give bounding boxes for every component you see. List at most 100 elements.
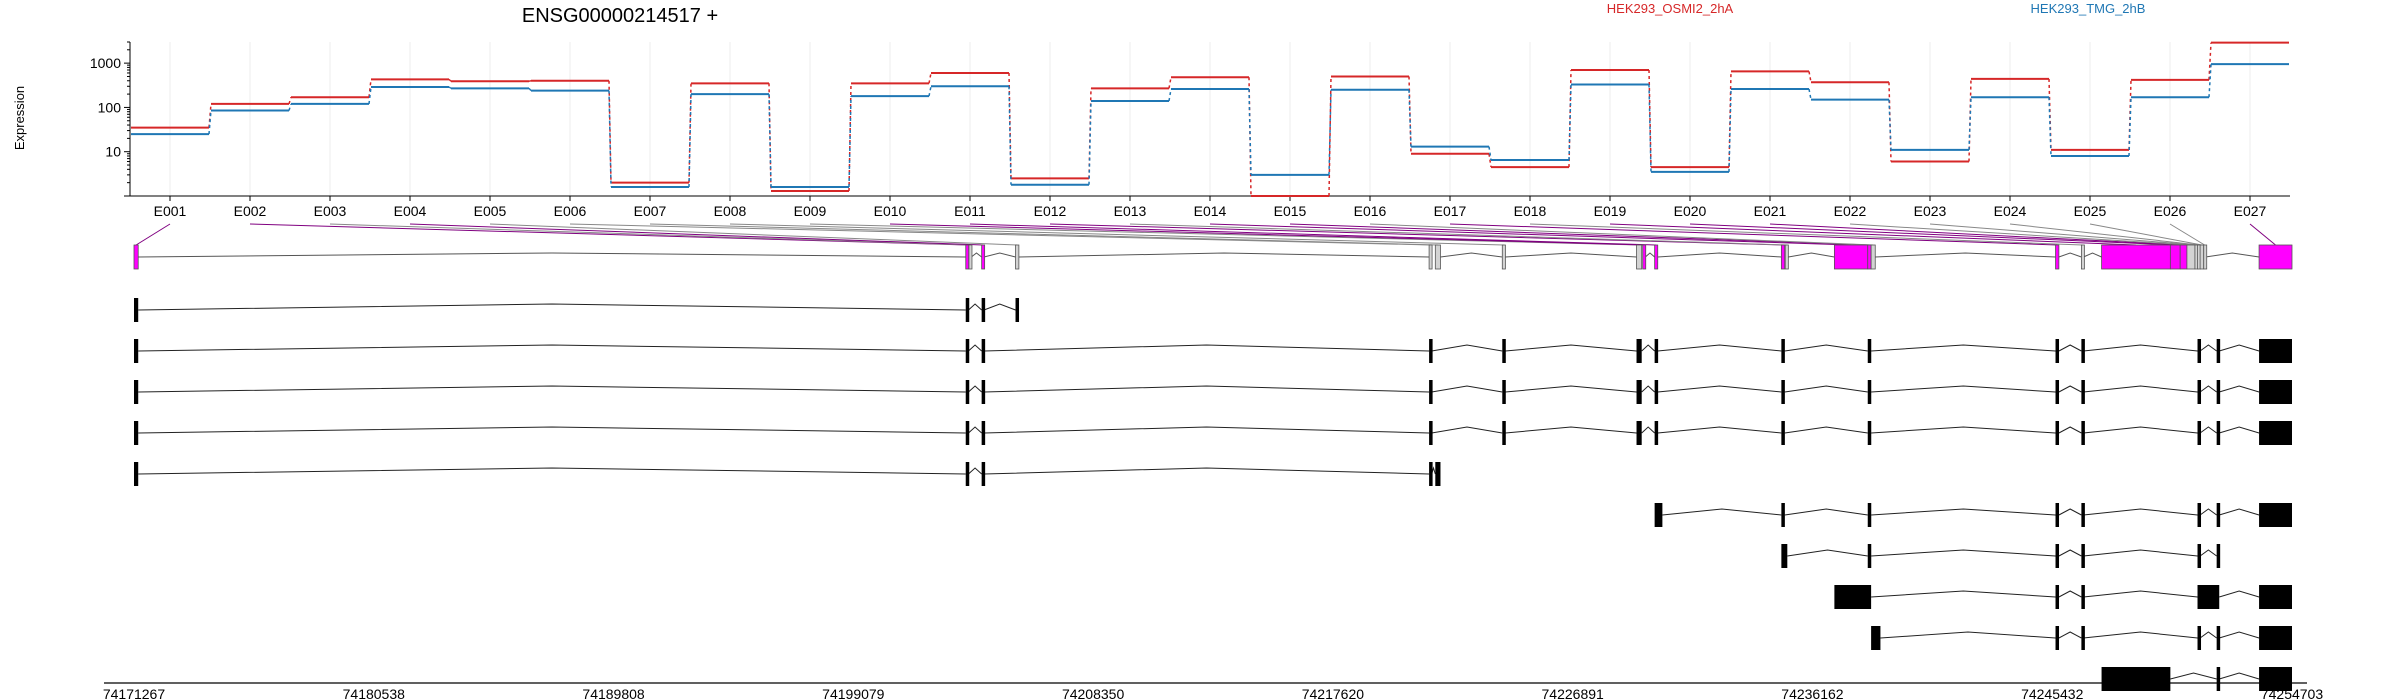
- intron-line: [2058, 252, 2082, 258]
- intron-line: [2058, 508, 2082, 516]
- intron-line: [138, 344, 966, 352]
- connector-e018: [1529, 223, 2083, 246]
- transcript-2: [134, 339, 2292, 363]
- x-tick-label: E013: [1114, 203, 1147, 219]
- x-tick-label: E002: [234, 203, 267, 219]
- intron-line: [2219, 590, 2260, 598]
- exon: [2197, 339, 2202, 363]
- series-connector: [448, 78, 452, 82]
- exon: [1654, 380, 1659, 404]
- coordinate-tick-label: 74208350: [1062, 686, 1125, 700]
- coordinate-tick-label: 74199079: [822, 686, 885, 700]
- intron-line: [2083, 385, 2198, 393]
- connector-e001: [135, 223, 171, 246]
- intron-line: [1657, 385, 1782, 393]
- exon: [1502, 380, 1506, 404]
- series-connector: [528, 87, 532, 92]
- intron-line: [2058, 385, 2082, 393]
- exon: [2055, 585, 2060, 609]
- intron-line: [2219, 426, 2260, 434]
- intron-line: [2170, 672, 2217, 680]
- exon: [1435, 462, 1441, 486]
- exon: [2197, 421, 2202, 445]
- series-connector: [1328, 76, 1332, 197]
- exon: [981, 462, 986, 486]
- exon: [1867, 380, 1872, 404]
- x-tick-label: E012: [1034, 203, 1067, 219]
- exon: [981, 380, 986, 404]
- connector-e026: [2169, 223, 2205, 246]
- exon-bin-e017: [2055, 244, 2060, 270]
- intron-line: [2199, 385, 2217, 393]
- intron-line: [2205, 252, 2260, 258]
- exon: [965, 298, 970, 322]
- series-connector: [1568, 84, 1572, 161]
- x-tick-label: E024: [1994, 203, 2027, 219]
- intron-line: [138, 303, 966, 311]
- x-tick-label: E020: [1674, 203, 1707, 219]
- intron-line: [1505, 426, 1637, 434]
- exon: [2081, 380, 2085, 404]
- series-connector: [2208, 42, 2212, 80]
- series-connector: [1328, 89, 1332, 175]
- exon: [981, 339, 986, 363]
- series-connector: [2208, 64, 2212, 98]
- coordinate-tick-label: 74171267: [103, 686, 166, 700]
- exon-bin-e014: [1833, 244, 1869, 270]
- intron-line: [968, 467, 982, 475]
- exon-bin-e010: [1642, 244, 1647, 270]
- series-connector: [1248, 89, 1252, 175]
- legend-entry-osmi: HEK293_OSMI2_2hA: [1607, 1, 1734, 16]
- exon-bin-e007: [1434, 244, 1441, 270]
- exon: [2259, 626, 2292, 650]
- exon: [2259, 380, 2292, 404]
- intron-line: [2199, 426, 2217, 434]
- intron-line: [2083, 426, 2198, 434]
- series-connector: [1648, 84, 1652, 172]
- exon: [981, 298, 986, 322]
- intron-line: [1875, 252, 2056, 258]
- series-connector: [1168, 77, 1172, 89]
- intron-line: [2083, 508, 2198, 516]
- intron-line: [2083, 549, 2198, 557]
- x-tick-label: E009: [794, 203, 827, 219]
- series-connector: [288, 103, 292, 111]
- exon-bin-e016: [1870, 244, 1876, 270]
- series-connector: [208, 110, 212, 135]
- transcript-3: [134, 380, 2292, 404]
- intron-line: [1871, 549, 2056, 557]
- intron-line: [1657, 344, 1782, 352]
- intron-line: [2058, 631, 2082, 639]
- exon: [134, 339, 139, 363]
- connector-e007: [649, 223, 1438, 246]
- intron-line: [2083, 344, 2198, 352]
- coordinate-axis: 74171267 74180538 74189808 74199079 74208350…: [103, 682, 2323, 700]
- coordinate-tick-label: 74245432: [2021, 686, 2084, 700]
- connector-e015: [1289, 223, 1870, 246]
- exon: [1636, 421, 1642, 445]
- connector-e016: [1369, 223, 1874, 246]
- transcript-1: [134, 298, 1020, 322]
- exon-connectors: [135, 223, 2276, 246]
- series-connector: [1968, 97, 1972, 150]
- series-connector: [448, 86, 452, 89]
- intron-line: [983, 385, 1430, 393]
- connector-e003: [329, 223, 971, 246]
- exon: [1781, 380, 1785, 404]
- intron-line: [1431, 385, 1503, 393]
- series-connector: [928, 72, 932, 84]
- exon: [2081, 339, 2085, 363]
- exon: [2216, 339, 2221, 363]
- x-tick-label: E007: [634, 203, 667, 219]
- x-tick-label: E017: [1434, 203, 1467, 219]
- x-tick-label: E025: [2074, 203, 2107, 219]
- exon-bin-e022: [2186, 244, 2196, 270]
- connector-e019: [1609, 223, 2136, 246]
- intron-line: [138, 385, 966, 393]
- intron-line: [1880, 631, 2056, 639]
- exon: [2197, 380, 2202, 404]
- series-connector: [928, 86, 932, 97]
- exon-bin-e013: [1784, 244, 1789, 270]
- series-connector: [1728, 71, 1732, 168]
